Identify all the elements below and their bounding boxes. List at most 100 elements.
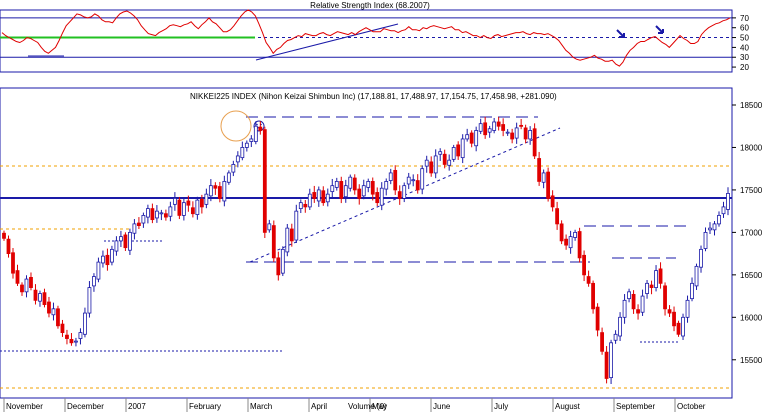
candle [375, 187, 380, 207]
candle [298, 199, 303, 214]
candle-body-down [595, 306, 600, 331]
candle-body-down [519, 124, 524, 127]
candle-body-down [60, 323, 65, 334]
candle [703, 227, 708, 252]
candle [330, 178, 335, 198]
candle-body-up [38, 293, 42, 302]
candle [78, 328, 83, 345]
candle [312, 185, 317, 203]
candle-body-down [649, 284, 654, 288]
candle [56, 305, 60, 329]
candle [42, 288, 47, 308]
candle [159, 209, 164, 221]
candle [6, 235, 11, 258]
candle-body-up [195, 199, 200, 215]
candle-body-down [546, 171, 551, 199]
candle [325, 188, 330, 207]
price-title: NIKKEI225 INDEX (Nihon Keizai Shimbun In… [190, 92, 557, 101]
candle-body-up [424, 159, 429, 167]
candle [47, 296, 51, 318]
candle-body-down [397, 191, 402, 199]
candle [65, 329, 69, 345]
candle [528, 126, 533, 145]
candle [128, 228, 132, 255]
candle-body-down [469, 132, 474, 144]
candle [96, 257, 101, 283]
month-label: October [677, 402, 706, 411]
candle [253, 121, 258, 145]
price-tick-label: 18000 [740, 143, 763, 152]
month-label: December [67, 402, 104, 411]
price-tick-label: 17500 [740, 186, 763, 195]
candle [577, 227, 582, 263]
candle-body-up [348, 176, 353, 189]
candle-body-down [672, 311, 676, 327]
candle-body-up [168, 206, 173, 217]
candle [456, 141, 461, 160]
month-label: March [250, 402, 272, 411]
candle [352, 174, 357, 195]
candle-body-up [146, 208, 150, 218]
candle [649, 280, 654, 295]
candle-body-up [24, 278, 29, 293]
candle [573, 229, 578, 241]
candle-body-down [555, 208, 560, 225]
rsi-tick-label: 40 [740, 43, 749, 52]
candle-body-up [267, 223, 272, 231]
candle [190, 201, 195, 218]
candle [132, 219, 137, 240]
candle [510, 128, 515, 144]
candle [469, 130, 474, 148]
candle [393, 165, 398, 195]
candle-body-up [240, 147, 245, 159]
candle-body-up [226, 172, 231, 183]
candle-body-up [280, 248, 285, 274]
candle [137, 217, 141, 229]
price-tick-label: 18500 [740, 101, 763, 110]
candle [258, 121, 263, 135]
candle [105, 248, 110, 271]
candle [411, 174, 416, 187]
candle-body-down [258, 126, 263, 131]
candle-body-down [523, 127, 528, 140]
candle-body-up [128, 231, 132, 251]
candle [712, 221, 717, 236]
candle [429, 156, 434, 177]
candle [555, 201, 560, 230]
candle-body-down [321, 190, 326, 204]
candle [114, 236, 119, 256]
candle [523, 124, 528, 144]
candle-body-up [703, 231, 708, 249]
candle-body-up [411, 179, 416, 182]
candle [119, 230, 123, 247]
candle [622, 294, 627, 324]
candle [663, 282, 667, 316]
candle [694, 263, 699, 290]
candle [11, 248, 15, 279]
candle [60, 319, 65, 337]
candle [613, 330, 618, 344]
candle [667, 305, 672, 317]
candle [640, 289, 645, 316]
candle [83, 307, 87, 338]
candle [348, 174, 353, 192]
month-label: May [372, 402, 387, 411]
candle [339, 176, 344, 204]
candle-body-down [199, 198, 204, 208]
candle [69, 333, 74, 346]
candle-body-down [676, 322, 681, 335]
candle-body-up [325, 193, 330, 203]
candle [24, 275, 29, 298]
candle [204, 188, 209, 209]
candle-body-down [537, 158, 542, 182]
candle [658, 262, 663, 289]
candle-body-down [510, 132, 515, 140]
candle [199, 194, 204, 214]
candle [595, 303, 600, 337]
candle-body-up [172, 198, 177, 205]
candle [447, 154, 452, 171]
candle-body-up [330, 185, 335, 193]
candle [177, 196, 182, 220]
candle [154, 205, 159, 223]
